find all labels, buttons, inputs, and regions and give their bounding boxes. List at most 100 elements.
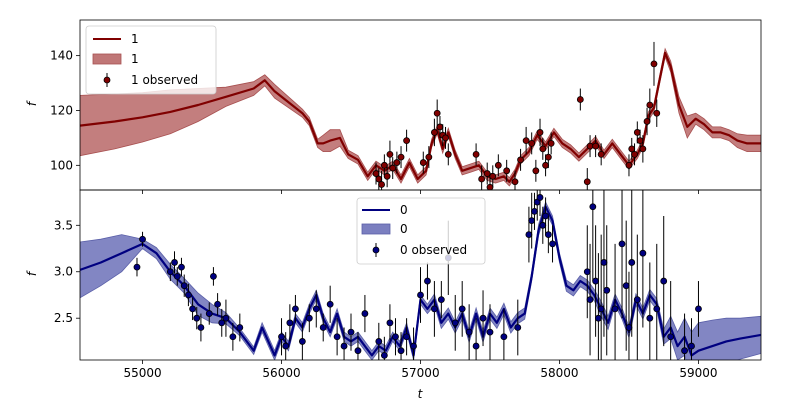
top-legend-marker-swatch	[103, 76, 111, 84]
bottom-observed-point	[479, 290, 487, 347]
bottom-observed-marker	[465, 328, 473, 336]
top-observed-point	[547, 132, 555, 155]
top-observed-point	[494, 154, 502, 177]
bottom-observed-point	[646, 262, 654, 360]
bottom-observed-marker	[536, 194, 544, 201]
top-observed-marker	[628, 145, 636, 153]
top-observed-point	[430, 118, 438, 147]
bottom-observed-marker	[437, 296, 445, 304]
top-observed-point	[378, 170, 385, 190]
top-observed-point	[483, 162, 491, 185]
bottom-y-axis-label: f	[25, 270, 39, 276]
top-observed-point	[592, 135, 600, 158]
bottom-observed-point	[319, 313, 327, 342]
bottom-observed-point	[628, 190, 636, 337]
bottom-observed-point	[611, 243, 619, 360]
top-observed-marker	[511, 178, 519, 186]
top-observed-point	[511, 170, 519, 190]
x-axis-label: t	[418, 387, 424, 400]
bottom-observed-point	[375, 322, 383, 360]
bottom-observed-point	[133, 257, 141, 277]
bottom-observed-marker	[458, 305, 466, 313]
bottom-observed-point	[410, 327, 417, 360]
top-observed-marker	[486, 183, 494, 190]
bottom-observed-marker	[292, 305, 299, 313]
bottom-observed-point	[333, 318, 341, 356]
top-observed-point	[625, 154, 633, 177]
bottom-observed-point	[589, 190, 597, 282]
x-tick-label: 58000	[540, 366, 578, 380]
top-observed-marker	[547, 139, 555, 147]
top-observed-marker	[386, 150, 394, 158]
bottom-observed-marker	[236, 324, 244, 331]
bottom-observed-point	[472, 318, 480, 360]
top-observed-point	[419, 151, 427, 174]
top-observed-marker	[375, 175, 383, 183]
bottom-observed-marker	[218, 319, 226, 327]
top-observed-marker	[532, 167, 540, 175]
bottom-observed-point	[544, 216, 552, 254]
bottom-observed-marker	[486, 328, 494, 336]
bottom-observed-point	[639, 190, 647, 328]
top-legend-band-label: 1	[131, 52, 139, 66]
bottom-observed-point	[218, 308, 226, 337]
top-observed-point	[393, 151, 401, 174]
top-observed-point	[528, 132, 536, 155]
top-observed-point	[544, 146, 552, 169]
bottom-observed-point	[178, 257, 185, 277]
bottom-observed-point	[500, 308, 508, 360]
bottom-observed-marker	[681, 347, 688, 355]
top-observed-marker	[625, 161, 633, 169]
top-observed-marker	[494, 161, 502, 169]
bottom-observed-marker	[542, 212, 549, 220]
bottom-observed-marker	[544, 231, 552, 238]
bottom-observed-point	[531, 192, 538, 230]
top-observed-marker	[489, 172, 497, 180]
bottom-observed-marker	[531, 207, 538, 215]
bottom-observed-marker	[205, 310, 213, 317]
bottom-observed-marker	[333, 333, 341, 341]
top-observed-marker	[653, 109, 661, 117]
x-tick-label: 57000	[401, 366, 439, 380]
bottom-observed-marker	[528, 217, 536, 225]
bottom-observed-marker	[326, 300, 334, 308]
bottom-observed-marker	[646, 314, 654, 322]
bottom-observed-marker	[298, 338, 306, 345]
bottom-observed-point	[536, 190, 544, 217]
bottom-observed-point	[305, 304, 313, 333]
bottom-observed-marker	[133, 263, 141, 271]
top-observed-marker	[436, 123, 444, 131]
bottom-observed-marker	[392, 333, 399, 341]
bottom-observed-marker	[386, 319, 394, 327]
bottom-observed-marker	[472, 342, 480, 350]
bottom-observed-point	[465, 304, 473, 360]
bottom-observed-point	[688, 318, 695, 360]
top-observed-marker	[378, 181, 385, 188]
bottom-observed-point	[166, 262, 174, 282]
top-observed-point	[486, 176, 494, 190]
top-observed-point	[639, 135, 647, 163]
bottom-observed-marker	[586, 296, 594, 304]
top-observed-point	[478, 165, 486, 190]
bottom-observed-marker	[618, 240, 626, 248]
bottom-observed-point	[139, 231, 146, 247]
bottom-observed-marker	[514, 324, 522, 331]
top-observed-marker	[536, 129, 544, 136]
bottom-observed-point	[597, 234, 605, 360]
top-observed-marker	[517, 156, 524, 164]
x-tick-label: 56000	[262, 366, 300, 380]
top-observed-marker	[643, 118, 651, 125]
bottom-legend-band-swatch	[361, 223, 391, 235]
bottom-observed-marker	[361, 310, 369, 317]
top-observed-marker	[372, 170, 380, 177]
top-observed-point	[383, 165, 391, 188]
bottom-observed-marker	[660, 277, 668, 285]
bottom-observed-point	[417, 267, 424, 323]
x-tick-label: 59000	[679, 366, 717, 380]
bottom-y-tick-label: 3.5	[54, 218, 73, 232]
top-observed-point	[386, 140, 394, 169]
x-tick-label: 55000	[123, 366, 161, 380]
bottom-observed-marker	[594, 314, 602, 322]
bottom-observed-point	[403, 318, 411, 356]
bottom-observed-marker	[171, 259, 178, 266]
